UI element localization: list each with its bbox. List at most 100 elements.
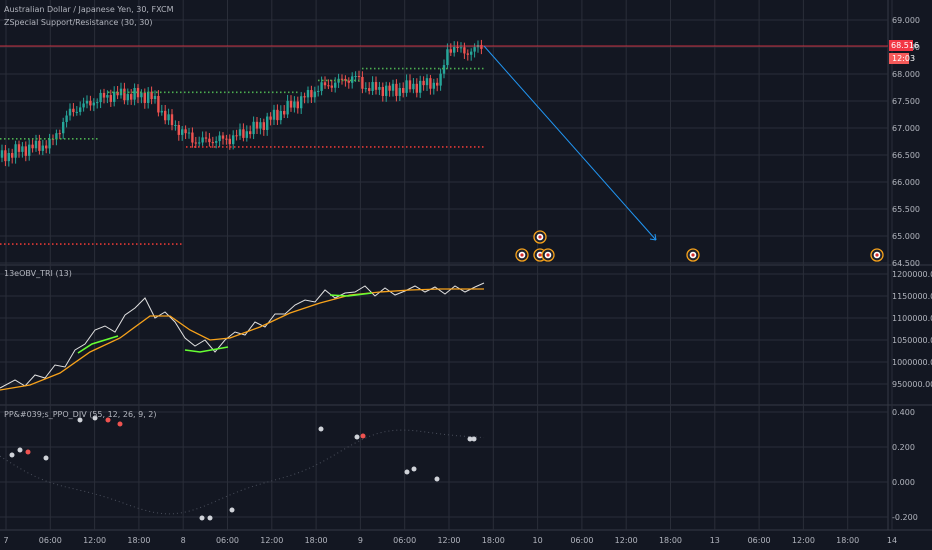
candle-body	[432, 82, 435, 89]
ppo-axis-label: -0.200	[892, 513, 918, 522]
candle-body	[130, 94, 133, 100]
candle-body	[106, 95, 109, 98]
last-price-value: 68.516	[891, 41, 919, 50]
candle-body	[153, 95, 157, 100]
time-axis-label: 8	[181, 536, 186, 545]
candle-body	[85, 100, 89, 104]
candle-body	[7, 153, 10, 162]
candle-body	[133, 87, 136, 100]
candle-body	[453, 47, 456, 53]
candle-body	[480, 44, 483, 49]
candle-body	[405, 80, 408, 93]
candle-body	[425, 78, 429, 86]
obv-axis-label: 1050000.00	[892, 336, 932, 345]
candle-body	[75, 111, 78, 113]
price-axis-label: 68.000	[892, 70, 920, 79]
ppo-signal-dot	[92, 415, 98, 421]
candle-body	[4, 150, 7, 162]
candle-body	[147, 91, 150, 103]
candle-body	[109, 95, 112, 102]
candle-body	[310, 90, 313, 98]
price-axis-label: 64.500	[892, 259, 920, 268]
ppo-signal-dot	[199, 515, 205, 521]
candle-body	[408, 80, 412, 90]
candle-body	[89, 100, 92, 106]
obv-axis-label: 1100000.00	[892, 314, 932, 323]
ppo-signal-dot	[77, 417, 83, 423]
ppo-signal-dot	[25, 449, 31, 455]
candle-body	[218, 135, 221, 142]
price-axis-label: 65.000	[892, 232, 920, 241]
time-axis-label: 18:00	[482, 536, 505, 545]
time-axis-label: 18:00	[305, 536, 328, 545]
candle-body	[204, 137, 208, 139]
candle-body	[313, 91, 316, 98]
time-axis-label: 12:00	[260, 536, 283, 545]
candle-body	[395, 83, 398, 96]
candle-body	[41, 145, 44, 151]
candle-body	[208, 138, 211, 143]
candle-body	[164, 110, 167, 121]
candle-body	[436, 82, 439, 86]
candle-body	[368, 88, 371, 91]
au-flag-icon[interactable]	[533, 230, 547, 244]
countdown-tag	[889, 53, 909, 64]
obv-indicator-legend[interactable]: 13eOBV_TRI (13)	[4, 269, 72, 278]
candle-body	[340, 78, 344, 80]
candle-body	[269, 116, 272, 120]
candle-body	[262, 122, 265, 130]
candle-body	[34, 140, 38, 149]
ppo-signal-dot	[9, 452, 15, 458]
candle-body	[323, 82, 327, 86]
candle-body	[266, 116, 269, 130]
candle-body	[473, 47, 476, 52]
time-axis-label: 06:00	[39, 536, 62, 545]
price-axis-label: 66.500	[892, 151, 920, 160]
candle-body	[347, 80, 350, 83]
candle-body	[317, 90, 320, 92]
ppo-signal-dot	[207, 515, 213, 521]
obv-axis-label: 1200000.00	[892, 270, 932, 279]
candle-body	[351, 76, 354, 83]
candle-body	[228, 138, 231, 145]
au-flag-icon[interactable]	[870, 248, 884, 262]
candle-body	[238, 129, 242, 136]
ppo-signal-dot	[17, 447, 23, 453]
time-axis-label: 06:00	[393, 536, 416, 545]
obv-divergence-highlight	[329, 292, 373, 297]
candle-body	[225, 138, 228, 140]
candle-body	[385, 85, 388, 96]
candle-body	[398, 87, 401, 96]
main-indicator-legend[interactable]: ZSpecial Support/Resistance (30, 30)	[4, 18, 153, 27]
symbol-title[interactable]: Australian Dollar / Japanese Yen, 30, FX…	[4, 5, 174, 14]
time-axis-label: 06:00	[216, 536, 239, 545]
ppo-indicator-legend[interactable]: PP&#039;s_PPO_DIV (55, 12, 26, 9, 2)	[4, 410, 157, 419]
candle-body	[300, 96, 303, 109]
ppo-signal-dot	[471, 436, 477, 442]
candle-body	[279, 110, 282, 121]
candle-body	[170, 114, 174, 126]
candle-body	[402, 87, 405, 93]
jpy-pair-event-icon[interactable]	[541, 248, 555, 262]
time-axis-label: 18:00	[659, 536, 682, 545]
ppo-signal-dot	[105, 417, 111, 423]
candle-body	[123, 88, 126, 101]
last-price-tag	[889, 40, 913, 51]
candle-body	[126, 94, 129, 101]
candle-body	[72, 108, 75, 113]
time-axis-label: 13	[710, 536, 720, 545]
ppo-signal-dot	[434, 476, 440, 482]
candle-body	[235, 135, 238, 137]
dollar-flag-icon[interactable]	[686, 248, 700, 262]
candle-body	[378, 86, 381, 90]
ppo-axis-label: 0.400	[892, 408, 915, 417]
candle-body	[92, 102, 95, 106]
dollar-flag-icon[interactable]	[515, 248, 529, 262]
candle-body	[21, 146, 24, 152]
candle-body	[215, 141, 218, 143]
time-axis-label: 12:00	[83, 536, 106, 545]
candle-body	[221, 135, 225, 139]
candle-body	[344, 78, 347, 81]
price-axis-label: 67.500	[892, 97, 920, 106]
